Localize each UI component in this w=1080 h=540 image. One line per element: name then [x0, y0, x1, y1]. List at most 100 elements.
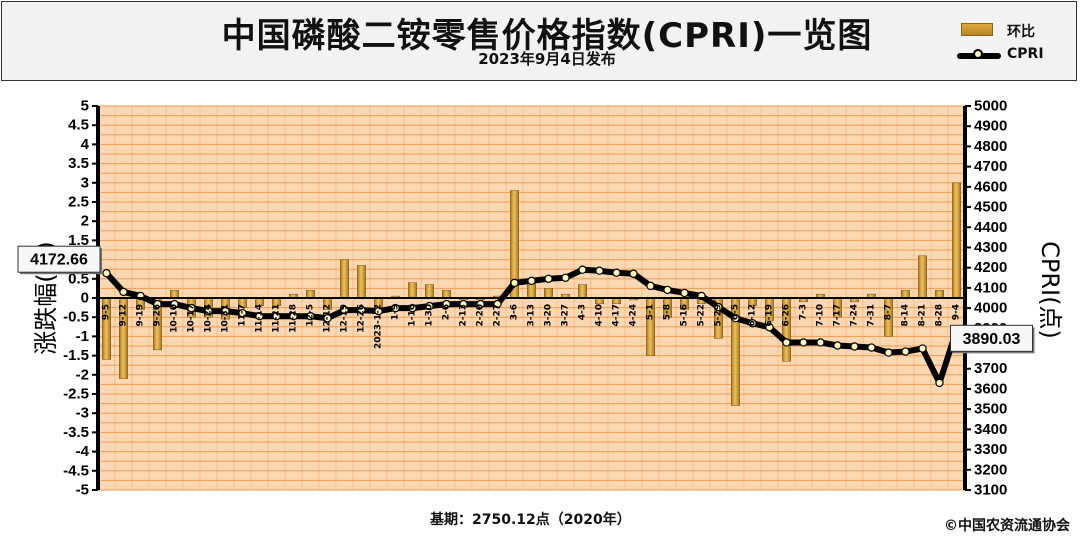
annotation-label: 4172.66: [30, 252, 88, 269]
left-tick-label: 3.5: [68, 155, 89, 172]
cpri-point: [272, 311, 281, 321]
left-tick-label: 2.5: [68, 194, 89, 211]
x-tick-label: 5-8: [663, 304, 673, 320]
cpri-point: [255, 311, 264, 321]
right-tick-label: 4000: [974, 300, 1007, 317]
bar-mark: [170, 290, 179, 299]
left-tick-label: 3: [81, 174, 89, 191]
bar-mark: [442, 290, 451, 299]
left-tick-label: -3: [76, 405, 89, 422]
cpri-point: [493, 299, 502, 309]
right-tick-label: 4500: [974, 199, 1007, 216]
cpri-point: [442, 299, 451, 309]
cpri-point: [561, 273, 570, 282]
cpri-point: [425, 301, 434, 311]
right-tick-label: 4700: [974, 158, 1007, 175]
cpri-point: [918, 344, 927, 353]
cpri-point: [646, 281, 655, 291]
x-tick-label: 6-5: [731, 304, 741, 320]
legend-item-bar: 环比: [957, 20, 1077, 40]
legend-line-label: CPRI: [1007, 46, 1044, 62]
x-tick-label: 6-26: [782, 304, 792, 327]
x-tick-label: 12-5: [306, 304, 316, 327]
x-tick-label: 9-5: [102, 304, 112, 320]
x-tick-label: 9-19: [136, 304, 146, 327]
x-tick-label: 11-21: [272, 304, 282, 333]
x-tick-label: 2-20: [476, 304, 486, 327]
x-tick-label: 11-14: [255, 304, 265, 333]
right-tick-label: 3100: [974, 482, 1007, 499]
left-tick-label: -2: [76, 366, 89, 383]
x-tick-label: 1-30: [425, 304, 435, 327]
left-tick-label: -4.5: [63, 462, 89, 479]
x-tick-label: 9-4: [952, 304, 962, 320]
right-tick-label: 4200: [974, 259, 1007, 276]
bar-mark: [901, 290, 910, 299]
right-tick-label: 4900: [974, 118, 1007, 135]
cpri-point: [459, 299, 468, 309]
x-tick-label: 11-7: [238, 304, 248, 327]
left-tick-label: -2.5: [63, 386, 89, 403]
cpri-point: [714, 302, 723, 312]
x-tick-label: 3-20: [544, 304, 554, 327]
cpri-point: [119, 287, 128, 297]
right-tick-label: 4400: [974, 219, 1007, 236]
x-tick-label: 9-26: [153, 304, 163, 327]
x-tick-label: 10-17: [187, 304, 197, 333]
bar-mark: [918, 255, 927, 299]
cpri-point: [323, 314, 332, 323]
cpri-point: [204, 306, 213, 316]
legend-item-line: CPRI: [957, 45, 1077, 65]
cpri-point: [306, 311, 315, 321]
right-tick-label: 3200: [974, 461, 1007, 478]
annotation-label: 3890.03: [963, 331, 1021, 348]
right-tick-label: 3700: [974, 360, 1007, 377]
cpri-point: [289, 311, 298, 321]
cpri-point: [221, 306, 230, 316]
x-tick-label: 9-12: [119, 304, 129, 327]
cpri-point: [612, 268, 621, 277]
cpri-point: [357, 305, 366, 315]
left-tick-label: 4: [81, 136, 90, 153]
left-tick-label: -4: [76, 443, 90, 460]
copyright-text: ©中国农资流通协会: [944, 518, 1070, 534]
right-tick-label: 3600: [974, 380, 1007, 397]
x-tick-label: 8-14: [901, 304, 911, 327]
cpri-point: [799, 338, 808, 347]
cpri-point: [476, 299, 485, 309]
x-tick-label: 3-6: [510, 304, 520, 320]
x-tick-label: 11-28: [289, 304, 299, 333]
x-tick-label: 5-29: [714, 304, 724, 327]
left-tick-label: 5: [81, 98, 89, 115]
x-tick-label: 8-28: [935, 304, 945, 327]
legend-bar-swatch: [961, 23, 993, 36]
cpri-point: [408, 303, 417, 313]
x-tick-label: 1-9: [391, 304, 401, 320]
cpri-point: [867, 343, 876, 352]
left-tick-label: 2: [81, 213, 89, 230]
x-tick-label: 8-7: [884, 304, 894, 320]
x-tick-label: 5-22: [697, 304, 707, 327]
bar-mark: [952, 182, 961, 299]
x-tick-label: 12-26: [357, 304, 367, 333]
cpri-point: [510, 278, 519, 288]
bar-mark: [578, 284, 587, 299]
cpri-point: [765, 323, 774, 332]
right-tick-label: 3400: [974, 421, 1007, 438]
x-tick-label: 12-19: [340, 304, 350, 333]
x-tick-label: 5-1: [646, 304, 656, 320]
x-tick-label: 7-31: [867, 304, 877, 327]
bar-mark: [357, 265, 366, 299]
x-tick-label: 2023-1-2: [374, 304, 384, 349]
x-tick-label: 7-24: [850, 304, 860, 327]
cpri-point: [340, 305, 349, 315]
x-tick-label: 10-24: [204, 304, 214, 333]
x-tick-label: 1-16: [408, 304, 418, 327]
chart-subtitle: 2023年9月4日发布: [478, 50, 616, 68]
right-tick-label: 5000: [974, 98, 1007, 115]
cpri-point: [238, 308, 247, 318]
footer: 基期：2750.12点（2020年） ©中国农资流通协会: [0, 509, 1080, 535]
x-tick-label: 4-10: [595, 304, 605, 327]
cpri-point: [102, 269, 111, 278]
x-tick-label: 4-24: [629, 304, 639, 327]
